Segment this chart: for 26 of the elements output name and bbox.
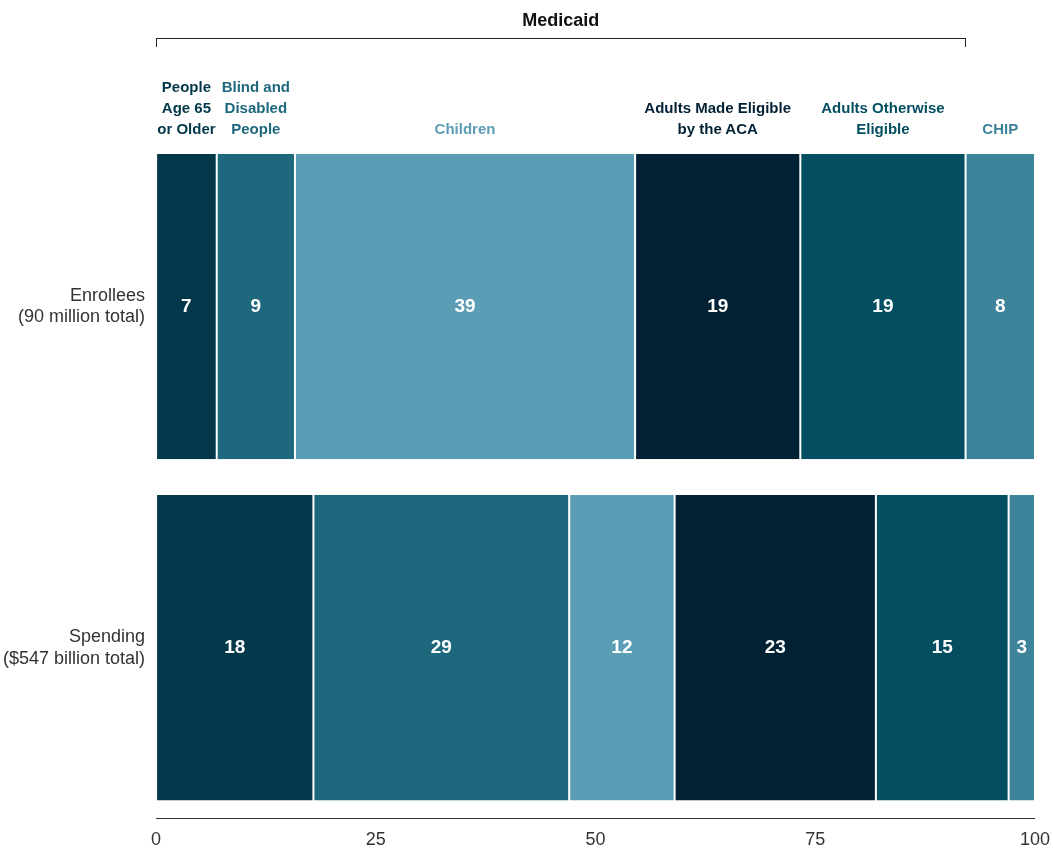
data-label: 19 (707, 294, 729, 316)
x-tick-label: 75 (805, 829, 826, 850)
data-label: 19 (872, 294, 894, 316)
x-tick-label: 0 (151, 829, 162, 850)
y-tick-label: Spending ($547 billion total) (2, 625, 146, 668)
x-tick-label: 100 (1019, 829, 1051, 850)
data-label: 29 (430, 636, 452, 658)
data-label: 18 (224, 636, 246, 658)
data-label: 7 (181, 294, 192, 316)
series-label: Adults Made Eligible by the ACA (644, 98, 792, 137)
series-label: Adults Otherwise Eligible (821, 98, 945, 137)
x-tick-label: 50 (585, 829, 606, 850)
series-label: CHIP (982, 119, 1019, 137)
data-label: 3 (1016, 636, 1028, 658)
x-tick-label: 25 (365, 829, 386, 850)
data-label: 9 (250, 294, 262, 316)
data-label: 12 (611, 636, 633, 658)
y-tick-label: Enrollees (90 million total) (18, 284, 146, 327)
text: Medicaid (522, 10, 600, 31)
series-label: People Age 65 or Older (157, 77, 216, 137)
data-label: 8 (994, 294, 1006, 316)
data-label: 23 (764, 636, 786, 658)
data-label: 15 (931, 636, 954, 658)
series-label: Children (434, 119, 496, 137)
series-label: Blind and Disabled People (221, 77, 290, 137)
data-label: 39 (454, 294, 476, 316)
